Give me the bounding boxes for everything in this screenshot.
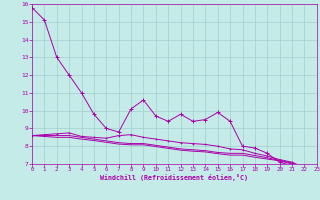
- X-axis label: Windchill (Refroidissement éolien,°C): Windchill (Refroidissement éolien,°C): [100, 174, 248, 181]
